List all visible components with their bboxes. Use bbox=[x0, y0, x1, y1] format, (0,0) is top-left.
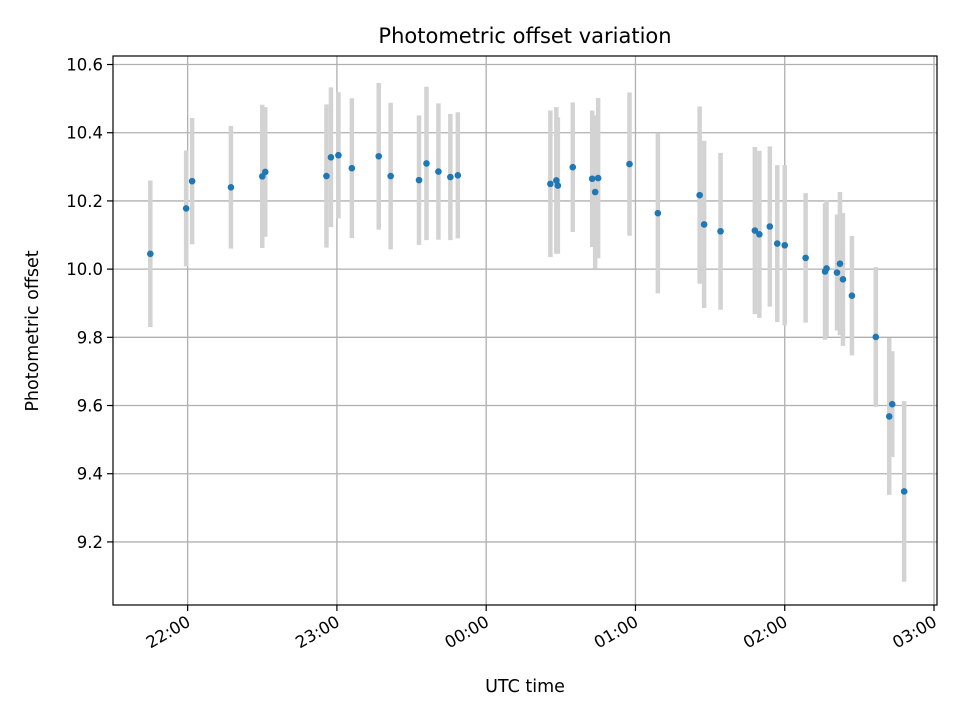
data-point bbox=[654, 209, 662, 217]
data-point bbox=[447, 173, 454, 181]
data-point bbox=[700, 221, 708, 228]
data-point bbox=[591, 188, 599, 196]
data-point bbox=[375, 152, 383, 160]
data-point bbox=[147, 250, 154, 258]
data-point bbox=[261, 168, 269, 176]
data-points bbox=[147, 151, 908, 495]
data-point bbox=[756, 231, 763, 238]
data-point bbox=[885, 413, 893, 420]
data-point bbox=[423, 160, 430, 167]
data-point bbox=[900, 488, 908, 495]
y-tick-label: 10.4 bbox=[66, 124, 103, 143]
plot-frame bbox=[112, 55, 938, 606]
data-point bbox=[594, 174, 602, 182]
grid bbox=[113, 56, 937, 605]
data-point bbox=[227, 183, 235, 191]
data-point bbox=[554, 182, 562, 189]
data-point bbox=[327, 153, 335, 161]
data-point bbox=[802, 254, 809, 262]
data-point bbox=[823, 265, 830, 272]
data-point bbox=[415, 176, 423, 184]
data-point bbox=[182, 205, 190, 212]
data-point bbox=[454, 172, 462, 179]
data-point bbox=[188, 177, 196, 185]
data-point bbox=[626, 160, 633, 168]
data-point bbox=[387, 172, 394, 180]
y-tick-label: 9.4 bbox=[77, 465, 103, 484]
data-point bbox=[848, 292, 856, 300]
y-tick-label: 9.8 bbox=[77, 328, 103, 347]
data-point bbox=[888, 400, 896, 408]
data-point bbox=[833, 269, 841, 276]
data-point bbox=[781, 241, 789, 249]
data-point bbox=[569, 163, 577, 171]
data-point bbox=[547, 180, 554, 188]
chart-title: Photometric offset variation bbox=[378, 24, 671, 48]
y-tick-label: 9.6 bbox=[77, 397, 103, 416]
x-axis-label: UTC time bbox=[485, 677, 565, 697]
data-point bbox=[836, 260, 844, 267]
data-point bbox=[323, 172, 330, 180]
data-point bbox=[773, 240, 781, 247]
y-tick-label: 10.2 bbox=[66, 192, 103, 211]
y-axis-label: Photometric offset bbox=[23, 250, 43, 411]
data-point bbox=[335, 151, 342, 159]
data-point bbox=[751, 227, 759, 234]
data-point bbox=[435, 168, 442, 175]
y-tick-label: 9.2 bbox=[77, 533, 103, 552]
data-point bbox=[588, 175, 596, 183]
data-point bbox=[839, 276, 847, 283]
data-point bbox=[717, 227, 724, 235]
y-tick-label: 10.6 bbox=[66, 56, 103, 75]
y-tick-label: 10.0 bbox=[66, 260, 103, 279]
data-point bbox=[696, 191, 703, 199]
data-point bbox=[553, 177, 560, 184]
data-point bbox=[872, 333, 880, 341]
data-point bbox=[766, 223, 774, 230]
y-axis-ticks: 9.2 9.4 9.6 9.8 10.0 10.2 10.4 10.6 bbox=[66, 56, 113, 552]
data-point bbox=[348, 164, 356, 172]
